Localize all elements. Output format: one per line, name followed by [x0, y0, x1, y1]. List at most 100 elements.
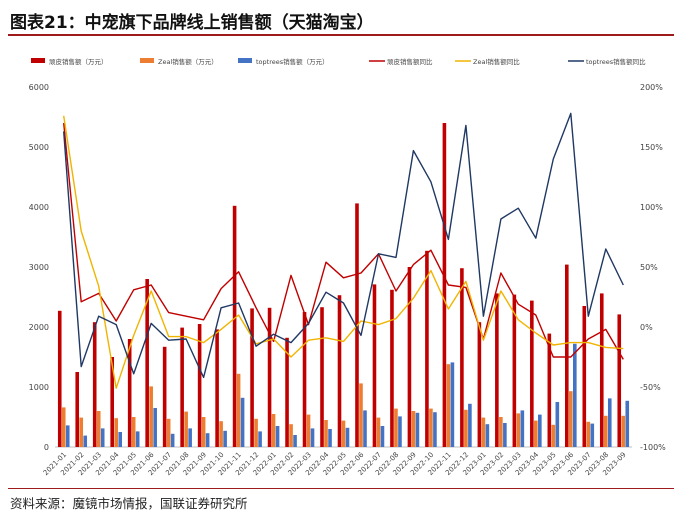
- bar-wanpi: [565, 264, 569, 447]
- y-left-tick-label: 5000: [29, 143, 49, 152]
- bar-toptrees: [100, 428, 105, 447]
- bar-toptrees: [573, 343, 577, 447]
- bar-toptrees: [538, 414, 542, 447]
- bar-zeal: [201, 417, 206, 447]
- y-right-tick-label: 0%: [640, 323, 653, 332]
- bar-toptrees: [485, 424, 490, 447]
- y-left-tick-label: 0: [44, 443, 49, 452]
- line-zeal-yoy: [63, 115, 624, 389]
- bar-toptrees: [205, 433, 210, 447]
- bar-toptrees: [83, 435, 88, 447]
- bar-zeal: [394, 408, 398, 447]
- legend-swatch: [140, 58, 154, 63]
- bar-toptrees: [433, 412, 437, 447]
- legend-label: toptrees销售额（万元）: [256, 57, 329, 66]
- bar-wanpi: [407, 267, 412, 447]
- y-left-tick-label: 6000: [29, 83, 49, 92]
- bar-wanpi: [197, 324, 202, 447]
- bar-wanpi: [267, 307, 272, 447]
- y-left-tick-label: 1000: [29, 383, 49, 392]
- bar-wanpi: [442, 123, 447, 447]
- bar-zeal: [166, 418, 171, 447]
- bar-wanpi: [547, 333, 552, 447]
- bar-zeal: [481, 417, 486, 447]
- bar-toptrees: [118, 432, 122, 447]
- bar-toptrees: [345, 427, 350, 447]
- bar-zeal: [236, 373, 241, 447]
- bar-wanpi: [599, 293, 604, 447]
- bar-wanpi: [320, 307, 324, 447]
- bar-toptrees: [398, 416, 402, 447]
- bar-zeal: [219, 421, 223, 447]
- bar-toptrees: [240, 397, 245, 447]
- bar-toptrees: [625, 400, 630, 447]
- bar-zeal: [446, 364, 451, 447]
- bar-wanpi: [495, 293, 499, 447]
- bar-wanpi: [617, 314, 622, 447]
- y-left-tick-label: 3000: [29, 263, 49, 272]
- bar-wanpi: [285, 337, 289, 447]
- bar-zeal: [586, 421, 591, 447]
- bar-zeal: [534, 420, 538, 447]
- bar-toptrees: [607, 398, 612, 447]
- bar-toptrees: [380, 426, 385, 447]
- bar-zeal: [376, 417, 381, 447]
- bar-wanpi: [582, 306, 587, 447]
- bar-toptrees: [555, 402, 560, 447]
- bar-zeal: [603, 415, 608, 447]
- bar-toptrees: [328, 429, 332, 447]
- bar-toptrees: [590, 423, 595, 447]
- bar-wanpi: [372, 284, 377, 447]
- bar-toptrees: [293, 435, 297, 447]
- legend-swatch: [238, 58, 252, 63]
- bar-zeal: [359, 383, 363, 447]
- bar-wanpi: [75, 372, 80, 447]
- bar-zeal: [131, 417, 136, 447]
- bar-zeal: [324, 420, 328, 447]
- bar-zeal: [341, 420, 346, 447]
- y-left-tick-label: 4000: [29, 203, 49, 212]
- bar-zeal: [254, 418, 258, 447]
- legend-label: 顽皮销售额（万元）: [49, 57, 108, 66]
- legend-label: Zeal销售额同比: [473, 57, 520, 66]
- y-right-tick-label: -100%: [640, 443, 666, 452]
- bar-toptrees: [170, 433, 175, 447]
- bar-wanpi: [477, 322, 482, 447]
- bar-toptrees: [450, 362, 455, 447]
- bar-toptrees: [520, 410, 525, 447]
- legend-label: 顽皮销售额同比: [387, 57, 433, 66]
- y-right-tick-label: -50%: [640, 383, 661, 392]
- bar-wanpi: [460, 268, 464, 447]
- chart-title: 图表21：中宠旗下品牌线上销售额（天猫淘宝）: [10, 13, 374, 33]
- bar-zeal: [621, 415, 626, 447]
- bar-wanpi: [215, 329, 219, 447]
- bar-zeal: [464, 409, 468, 447]
- bar-wanpi: [512, 294, 517, 447]
- bar-zeal: [551, 424, 556, 447]
- bar-zeal: [499, 417, 503, 447]
- bar-zeal: [61, 407, 66, 447]
- bar-zeal: [149, 386, 153, 447]
- bar-wanpi: [390, 289, 394, 447]
- y-right-tick-label: 150%: [640, 143, 663, 152]
- bar-wanpi: [302, 312, 307, 447]
- bar-toptrees: [223, 430, 227, 447]
- bar-zeal: [96, 411, 101, 447]
- bar-toptrees: [135, 431, 140, 447]
- bar-wanpi: [337, 295, 342, 447]
- source-note: 资料来源：魔镜市场情报，国联证券研究所: [10, 496, 248, 511]
- bar-wanpi: [425, 250, 429, 447]
- legend-swatch: [31, 58, 45, 63]
- bar-zeal: [289, 424, 293, 447]
- bar-toptrees: [415, 412, 420, 447]
- legend-label: toptrees销售额同比: [586, 57, 646, 66]
- bar-wanpi: [92, 322, 97, 447]
- bar-zeal: [411, 411, 416, 447]
- bar-zeal: [271, 414, 276, 447]
- bar-wanpi: [110, 357, 114, 447]
- bar-toptrees: [468, 403, 472, 447]
- y-right-tick-label: 100%: [640, 203, 663, 212]
- bar-zeal: [79, 417, 84, 447]
- bar-zeal: [306, 414, 311, 447]
